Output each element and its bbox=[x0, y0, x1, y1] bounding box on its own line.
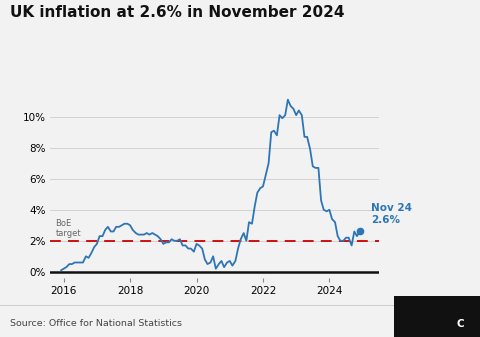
Text: C: C bbox=[457, 318, 465, 329]
Text: BoE
target: BoE target bbox=[55, 219, 81, 239]
Text: Nov 24
2.6%: Nov 24 2.6% bbox=[372, 203, 412, 225]
Text: Source: Office for National Statistics: Source: Office for National Statistics bbox=[10, 319, 181, 328]
Text: B: B bbox=[417, 318, 424, 329]
Text: UK inflation at 2.6% in November 2024: UK inflation at 2.6% in November 2024 bbox=[10, 5, 344, 20]
Text: B: B bbox=[437, 318, 444, 329]
